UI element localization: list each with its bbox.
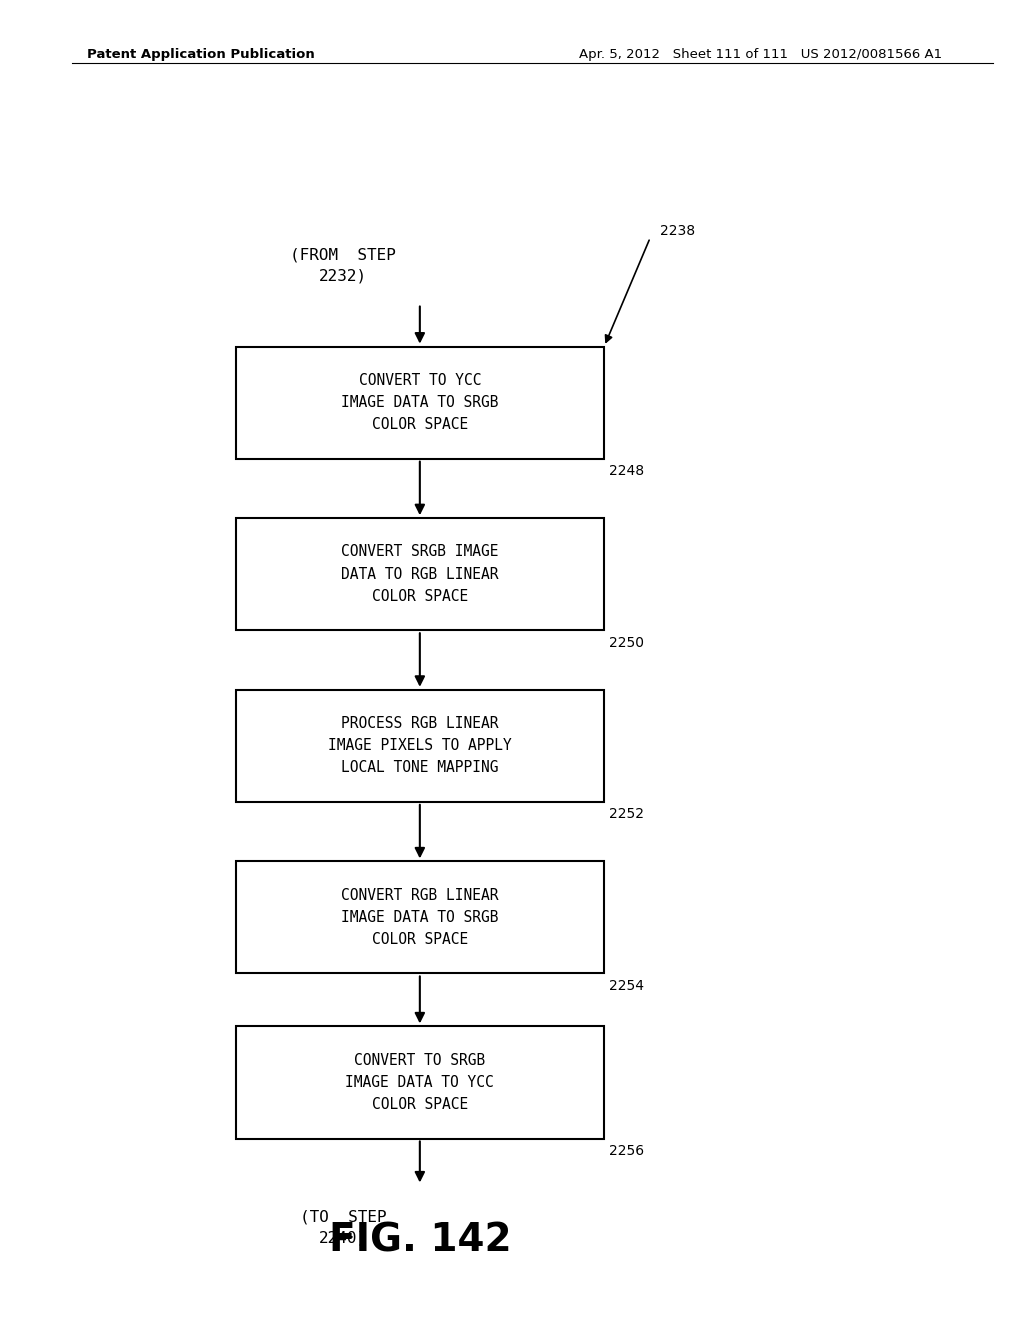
Text: (FROM  STEP
2232): (FROM STEP 2232) [290,248,396,284]
Text: 2256: 2256 [609,1143,644,1158]
Text: 2254: 2254 [609,978,644,993]
Text: CONVERT SRGB IMAGE
DATA TO RGB LINEAR
COLOR SPACE: CONVERT SRGB IMAGE DATA TO RGB LINEAR CO… [341,544,499,605]
Text: FIG. 142: FIG. 142 [329,1222,511,1259]
Text: CONVERT RGB LINEAR
IMAGE DATA TO SRGB
COLOR SPACE: CONVERT RGB LINEAR IMAGE DATA TO SRGB CO… [341,887,499,946]
Text: 2252: 2252 [609,807,644,821]
Bar [236,861,604,973]
Bar [236,519,604,631]
Bar [236,689,604,801]
Text: Apr. 5, 2012   Sheet 111 of 111   US 2012/0081566 A1: Apr. 5, 2012 Sheet 111 of 111 US 2012/00… [579,48,942,61]
Text: CONVERT TO SRGB
IMAGE DATA TO YCC
COLOR SPACE: CONVERT TO SRGB IMAGE DATA TO YCC COLOR … [345,1053,495,1111]
Text: 2238: 2238 [660,224,695,239]
Text: PROCESS RGB LINEAR
IMAGE PIXELS TO APPLY
LOCAL TONE MAPPING: PROCESS RGB LINEAR IMAGE PIXELS TO APPLY… [328,715,512,776]
Text: 2248: 2248 [609,463,644,478]
Bar [236,1027,604,1138]
Text: (TO  STEP
2240): (TO STEP 2240) [300,1209,386,1245]
Text: Patent Application Publication: Patent Application Publication [87,48,314,61]
Text: 2250: 2250 [609,636,644,649]
Text: CONVERT TO YCC
IMAGE DATA TO SRGB
COLOR SPACE: CONVERT TO YCC IMAGE DATA TO SRGB COLOR … [341,372,499,433]
Bar [236,346,604,458]
